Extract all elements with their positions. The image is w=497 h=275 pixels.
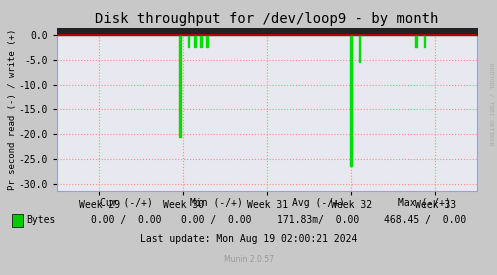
Text: Cur (-/+): Cur (-/+): [100, 198, 153, 208]
Y-axis label: Pr second read (-) / write (+): Pr second read (-) / write (+): [8, 29, 17, 190]
Text: Avg (-/+): Avg (-/+): [292, 198, 344, 208]
Text: 468.45 /  0.00: 468.45 / 0.00: [384, 215, 466, 225]
Text: Min (-/+): Min (-/+): [190, 198, 243, 208]
Text: 171.83m/  0.00: 171.83m/ 0.00: [277, 215, 359, 225]
Text: 0.00 /  0.00: 0.00 / 0.00: [91, 215, 162, 225]
Text: Bytes: Bytes: [26, 215, 56, 225]
Text: Last update: Mon Aug 19 02:00:21 2024: Last update: Mon Aug 19 02:00:21 2024: [140, 234, 357, 244]
Title: Disk throughput for /dev/loop9 - by month: Disk throughput for /dev/loop9 - by mont…: [95, 12, 439, 26]
Text: RRDTOOL / TOBI OETIKER: RRDTOOL / TOBI OETIKER: [488, 63, 493, 146]
Text: 0.00 /  0.00: 0.00 / 0.00: [181, 215, 251, 225]
Text: Max (-/+): Max (-/+): [399, 198, 451, 208]
Text: Munin 2.0.57: Munin 2.0.57: [224, 255, 273, 264]
